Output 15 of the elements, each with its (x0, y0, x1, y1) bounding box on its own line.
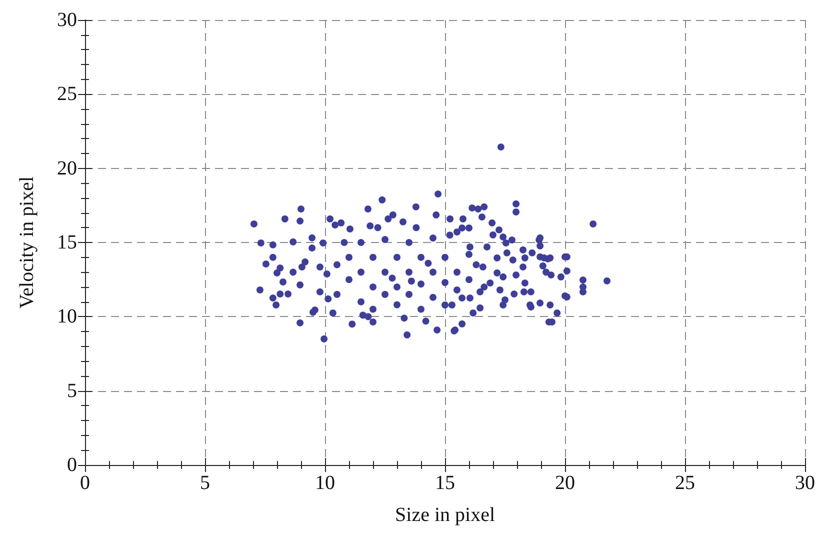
y-tick-label: 30 (57, 9, 77, 31)
y-tick-label: 15 (57, 232, 77, 254)
y-tick-label: 25 (57, 83, 77, 106)
x-tick-label: 25 (675, 472, 695, 494)
x-tick-label: 20 (555, 472, 575, 494)
x-tick-label: 30 (795, 472, 815, 494)
x-tick-label: 5 (200, 472, 210, 494)
y-tick-label: 5 (67, 380, 77, 402)
y-axis-title: Velocity in pixel (16, 176, 38, 309)
y-tick-label: 0 (67, 454, 77, 476)
x-axis-title: Size in pixel (395, 504, 496, 526)
x-tick-label: 15 (435, 472, 455, 494)
y-tick-label: 20 (57, 157, 77, 180)
x-tick-label: 10 (315, 472, 335, 494)
y-tick-label: 10 (57, 306, 77, 328)
